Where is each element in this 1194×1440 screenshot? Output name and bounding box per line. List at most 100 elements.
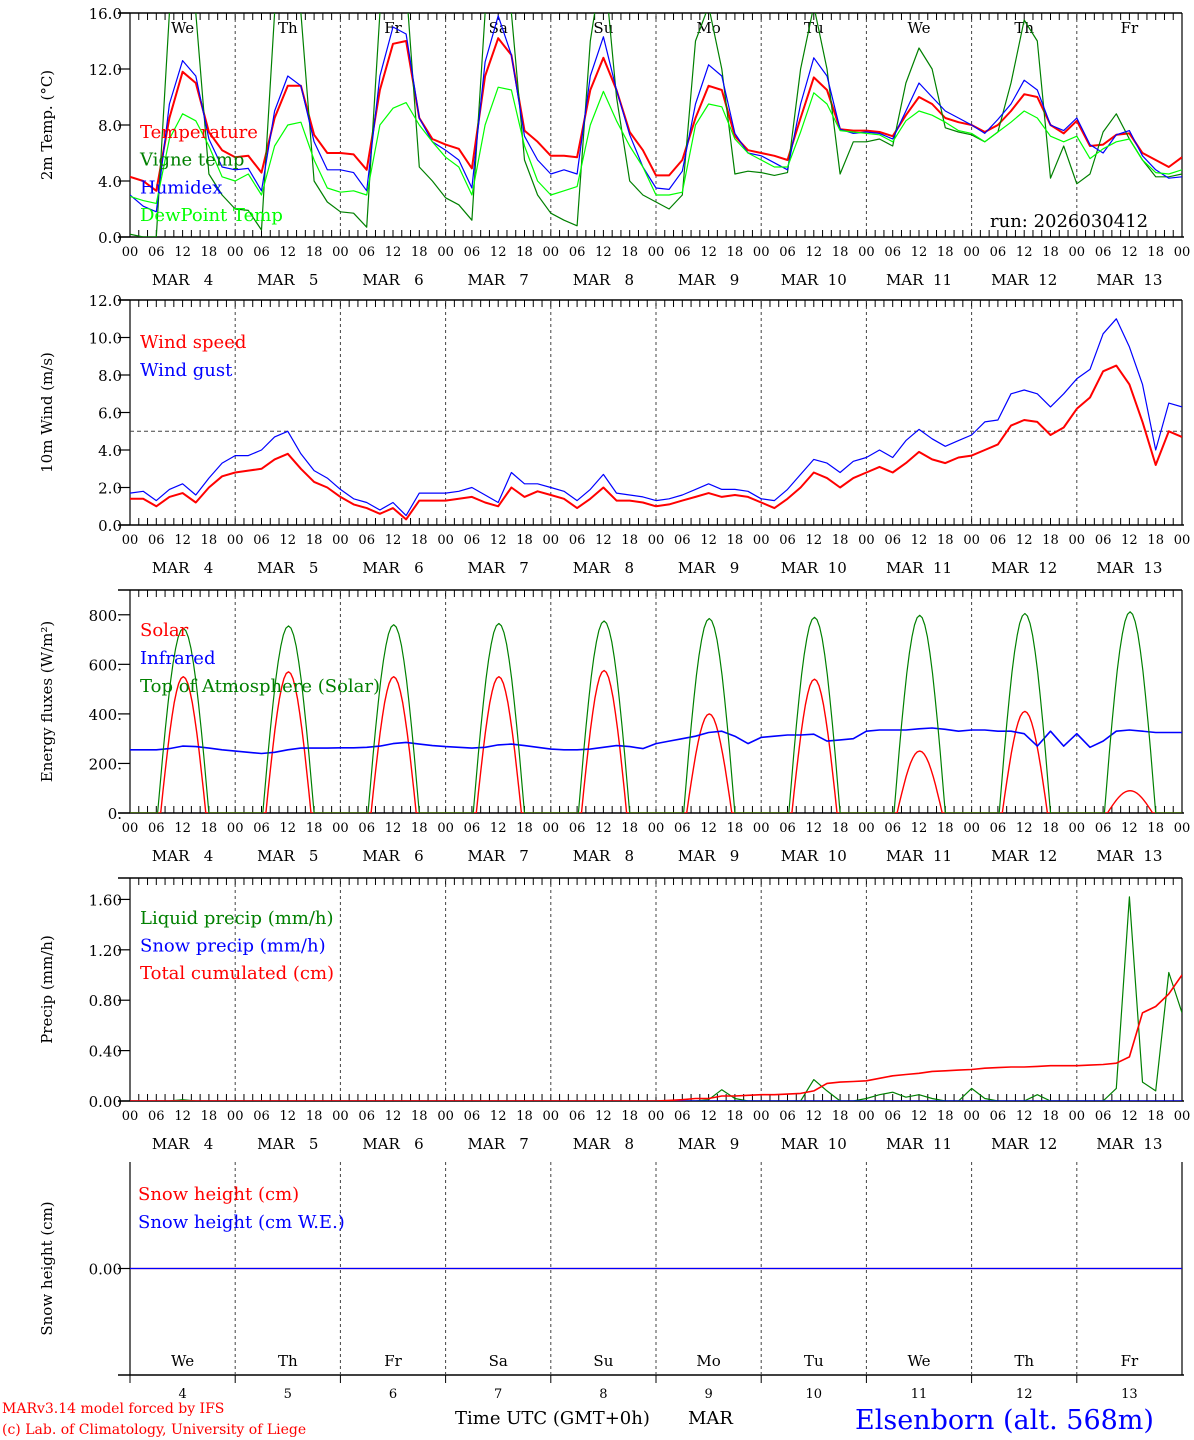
y-axis-title: 10m Wind (m/s) — [38, 352, 56, 473]
x-hour-label: 06 — [464, 821, 481, 836]
y-axis-title: Snow height (cm) — [38, 1201, 56, 1335]
series-line-solar — [130, 669, 1182, 813]
x-date-label: MAR 7 — [468, 1135, 529, 1153]
credit-lab: (c) Lab. of Climatology, University of L… — [2, 1422, 306, 1438]
x-date-label: MAR 13 — [1096, 847, 1162, 865]
x-hour-label: 12 — [700, 533, 717, 548]
x-hour-label: 00 — [437, 533, 454, 548]
x-date-label: MAR 11 — [886, 847, 952, 865]
weekday-label: Fr — [1121, 19, 1139, 37]
x-hour-label: 00 — [753, 821, 770, 836]
x-hour-label: 12 — [280, 821, 297, 836]
x-date-label: MAR 12 — [991, 559, 1057, 577]
x-hour-label: 18 — [727, 1109, 744, 1124]
x-hour-label: 00 — [963, 245, 980, 260]
x-hour-label: 18 — [937, 1109, 954, 1124]
x-hour-label: 12 — [280, 1109, 297, 1124]
legend-entry: Snow height (cm) — [138, 1184, 299, 1205]
x-hour-label: 06 — [464, 1109, 481, 1124]
x-hour-label: 06 — [358, 245, 375, 260]
x-hour-label: 12 — [1121, 821, 1138, 836]
x-hour-label: 12 — [806, 1109, 823, 1124]
weekday-label: We — [907, 1352, 930, 1370]
x-date-label: MAR 9 — [678, 1135, 739, 1153]
run-label: run: 2026030412 — [990, 211, 1148, 232]
x-hour-label: 06 — [674, 245, 691, 260]
x-hour-label: 06 — [779, 821, 796, 836]
x-date-label: MAR 9 — [678, 271, 739, 289]
x-hour-label: 18 — [937, 245, 954, 260]
x-hour-label: 18 — [1147, 533, 1164, 548]
y-tick-label: 10.0 — [89, 330, 122, 348]
x-date-label: MAR 11 — [886, 559, 952, 577]
x-hour-label: 06 — [464, 533, 481, 548]
x-hour-label: 06 — [253, 533, 270, 548]
x-date-label: MAR 10 — [781, 1135, 847, 1153]
x-date-label: MAR 5 — [257, 1135, 318, 1153]
day-number-label: 4 — [178, 1387, 186, 1402]
x-hour-label: 06 — [1095, 1109, 1112, 1124]
x-hour-label: 12 — [806, 533, 823, 548]
y-tick-label: 8.0 — [98, 367, 122, 385]
x-hour-label: 18 — [1042, 533, 1059, 548]
x-hour-label: 18 — [201, 1109, 218, 1124]
x-hour-label: 18 — [1147, 245, 1164, 260]
legend-entry: Liquid precip (mm/h) — [140, 908, 334, 929]
x-hour-label: 00 — [122, 1109, 139, 1124]
panels: 0.0 4.0 8.0 12.0 16.0 2m Temp. (°C) 00 06 12 18 00… — [38, 5, 1191, 1402]
x-hour-label: 12 — [911, 821, 928, 836]
y-axis-title: 2m Temp. (°C) — [38, 70, 56, 180]
x-date-label: MAR 12 — [991, 1135, 1057, 1153]
y-tick-label: 0.80 — [89, 992, 122, 1010]
y-tick-label: 400. — [89, 706, 122, 724]
y-tick-label: 0.40 — [89, 1043, 122, 1061]
x-hour-label: 00 — [1174, 821, 1191, 836]
day-number-label: 13 — [1121, 1387, 1138, 1402]
x-hour-label: 12 — [1121, 1109, 1138, 1124]
x-hour-label: 18 — [1147, 1109, 1164, 1124]
legend-entry: Solar — [140, 620, 189, 641]
x-hour-label: 00 — [543, 1109, 560, 1124]
x-hour-label: 00 — [227, 1109, 244, 1124]
x-hour-label: 18 — [411, 533, 428, 548]
x-hour-label: 18 — [621, 245, 638, 260]
weekday-label: We — [171, 19, 194, 37]
day-number-label: 7 — [494, 1387, 502, 1402]
x-hour-label: 18 — [832, 533, 849, 548]
x-hour-label: 18 — [621, 1109, 638, 1124]
x-hour-label: 12 — [490, 1109, 507, 1124]
day-number-label: 9 — [704, 1387, 712, 1402]
x-date-label: MAR 13 — [1096, 1135, 1162, 1153]
x-hour-label: 00 — [1069, 533, 1086, 548]
legend-entry: Humidex — [140, 177, 222, 198]
x-hour-label: 06 — [358, 1109, 375, 1124]
x-hour-label: 00 — [963, 1109, 980, 1124]
x-hour-label: 18 — [937, 533, 954, 548]
x-hour-label: 00 — [1069, 1109, 1086, 1124]
x-hour-label: 12 — [174, 533, 191, 548]
weekday-label: Th — [278, 1352, 298, 1370]
legend-entry: Vigne temp — [139, 150, 244, 171]
x-date-label: MAR 8 — [573, 559, 634, 577]
x-date-label: MAR 4 — [152, 271, 213, 289]
legend-entry: Infrared — [140, 648, 215, 669]
x-hour-label: 18 — [937, 821, 954, 836]
x-date-label: MAR 12 — [991, 271, 1057, 289]
x-date-label: MAR 10 — [781, 847, 847, 865]
x-hour-label: 06 — [253, 1109, 270, 1124]
x-hour-label: 18 — [621, 821, 638, 836]
y-tick-label: 6.0 — [98, 405, 122, 423]
month-axis-label: MAR — [688, 1408, 733, 1429]
y-tick-label: 600. — [89, 656, 122, 674]
x-hour-label: 06 — [1095, 821, 1112, 836]
x-hour-label: 12 — [1121, 245, 1138, 260]
series-line-wind-gust — [130, 318, 1182, 517]
x-hour-label: 00 — [543, 821, 560, 836]
x-hour-label: 12 — [1016, 245, 1033, 260]
series-group — [130, 896, 1182, 1101]
x-hour-label: 06 — [253, 245, 270, 260]
y-tick-label: 1.20 — [89, 942, 122, 960]
x-hour-label: 06 — [674, 533, 691, 548]
y-tick-label: 4.0 — [98, 442, 122, 460]
